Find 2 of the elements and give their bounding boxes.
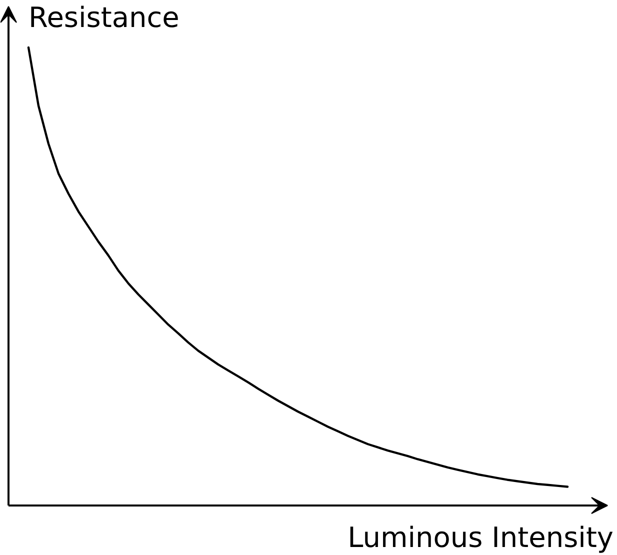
x-axis-title: Luminous Intensity (348, 521, 614, 554)
y-axis-title: Resistance (28, 1, 180, 34)
